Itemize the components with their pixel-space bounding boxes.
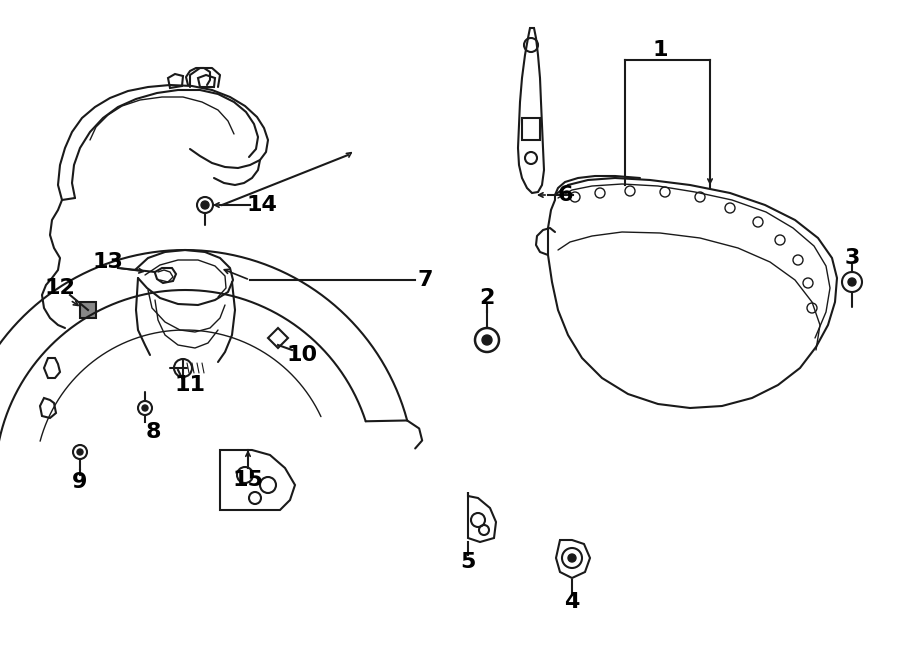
Circle shape	[201, 201, 209, 209]
Text: 10: 10	[286, 345, 318, 365]
Circle shape	[848, 278, 856, 286]
Text: 12: 12	[45, 278, 76, 298]
Circle shape	[482, 335, 492, 345]
Text: 4: 4	[564, 592, 580, 612]
Circle shape	[77, 449, 83, 455]
Text: 5: 5	[460, 552, 476, 572]
Text: 14: 14	[247, 195, 277, 215]
Text: 7: 7	[418, 270, 433, 290]
Text: 13: 13	[93, 252, 123, 272]
Text: 3: 3	[844, 248, 860, 268]
Text: 11: 11	[175, 375, 205, 395]
Text: 1: 1	[652, 40, 668, 60]
Text: 9: 9	[72, 472, 87, 492]
Circle shape	[568, 554, 576, 562]
Text: 8: 8	[145, 422, 161, 442]
Text: 15: 15	[232, 470, 264, 490]
Circle shape	[142, 405, 148, 411]
Text: 2: 2	[480, 288, 495, 308]
Text: 6: 6	[557, 185, 572, 205]
Polygon shape	[80, 302, 96, 318]
